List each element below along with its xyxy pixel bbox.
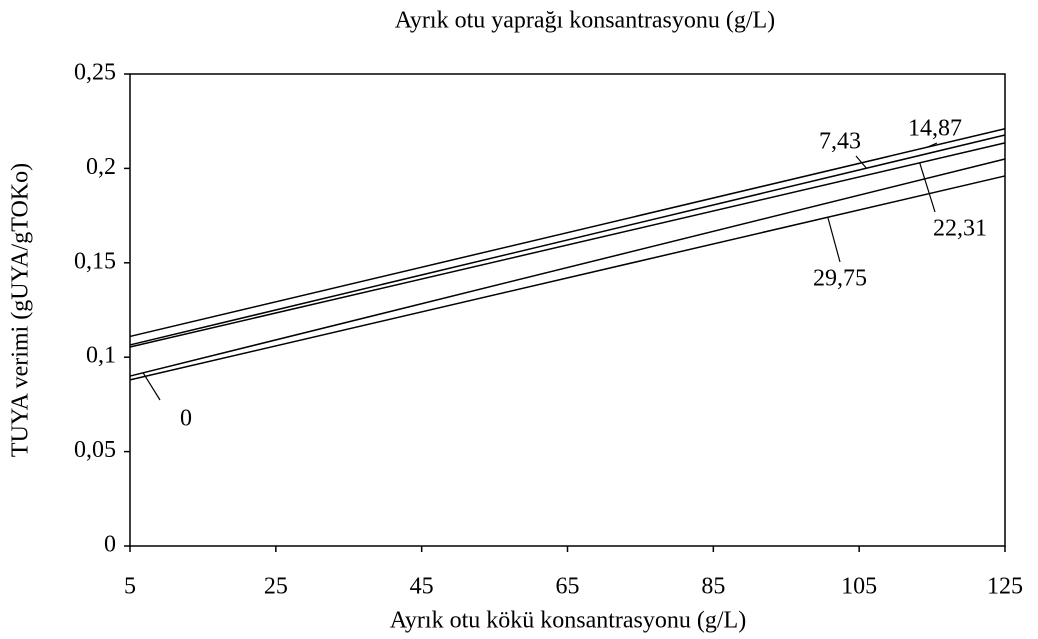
plot-frame (129, 73, 1006, 547)
x-axis-label: Ayrık otu kökü konsantrasyonu (g/L) (390, 608, 746, 634)
label-leader (827, 217, 841, 263)
y-tick-label: 0,25 (74, 60, 116, 86)
label-leader (919, 162, 936, 213)
series-line (129, 158, 1006, 377)
y-tick-label: 0,05 (74, 437, 116, 463)
y-tick-label: 0 (104, 532, 116, 558)
series-line (129, 134, 1006, 346)
series-label: 29,75 (813, 266, 867, 292)
y-tick-label: 0,2 (86, 154, 116, 180)
series-label: 22,31 (933, 216, 987, 242)
series-label: 0 (180, 406, 192, 432)
y-tick-label: 0,15 (74, 248, 116, 274)
x-tick-label: 105 (841, 574, 877, 600)
x-tick-label: 45 (410, 574, 434, 600)
x-tick-label: 5 (124, 574, 136, 600)
x-tick-label: 125 (987, 574, 1023, 600)
y-axis-label: TUYA verimi (gUYA/gTOKo) (8, 163, 34, 457)
series-line (129, 128, 1006, 338)
series-line (129, 175, 1006, 381)
y-tick-label: 0,1 (86, 343, 116, 369)
label-leader (927, 142, 938, 148)
series-label: 14,87 (908, 116, 962, 142)
x-tick-label: 85 (701, 574, 725, 600)
x-tick-label: 25 (264, 574, 288, 600)
series-label: 7,43 (819, 129, 861, 155)
x-tick-label: 65 (556, 574, 580, 600)
label-leader (142, 372, 161, 401)
series-line (129, 142, 1006, 348)
legend-title: Ayrık otu yaprağı konsantrasyonu (g/L) (395, 8, 775, 34)
